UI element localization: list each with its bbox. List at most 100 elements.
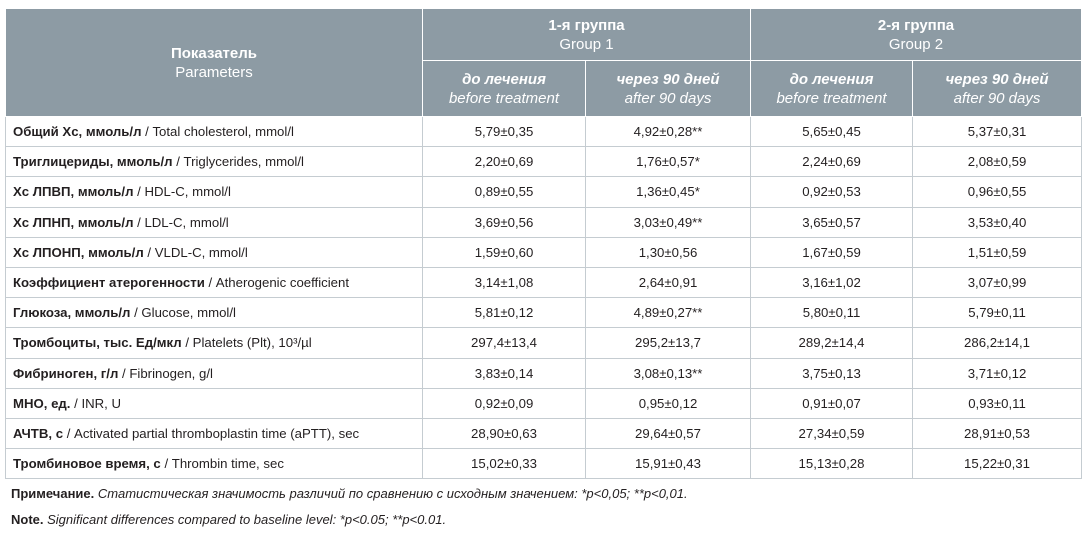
row-label: Общий Хс, ммоль/л / Total cholesterol, m…: [5, 115, 423, 148]
row-label: Тромбиновое время, с / Thrombin time, se…: [5, 448, 423, 480]
label-en: / LDL-C, mmol/l: [137, 214, 229, 230]
row-label: Хс ЛПВП, ммоль/л / HDL-C, mmol/l: [5, 176, 423, 208]
value-cell: 3,08±0,13**: [585, 357, 751, 389]
subheader-cell: до лечения before treatment: [422, 60, 586, 117]
value-cell: 286,2±14,1: [912, 327, 1082, 359]
label-en: / Triglycerides, mmol/l: [176, 154, 304, 170]
value-cell: 1,30±0,56: [585, 236, 751, 268]
group-ru: 1-я группа: [548, 16, 625, 34]
label-en: / Platelets (Plt), 10³/µl: [185, 335, 312, 351]
subheader-cell: через 90 дней after 90 days: [912, 60, 1082, 117]
value-cell: 4,92±0,28**: [585, 115, 751, 148]
group-header: 2-я группа Group 2: [750, 8, 1082, 61]
row-label: Фибриноген, г/л / Fibrinogen, g/l: [5, 357, 423, 389]
subheader-en: before treatment: [776, 89, 887, 107]
table-row: Тромбиновое время, с / Thrombin time, se…: [5, 448, 1082, 480]
param-ru: Показатель: [170, 44, 257, 62]
subheader-ru: до лечения: [789, 70, 874, 88]
value-cell: 5,37±0,31: [912, 115, 1082, 148]
value-cell: 297,4±13,4: [422, 327, 586, 359]
table-row: МНО, ед. / INR, U 0,92±0,09 0,95±0,12 0,91±…: [5, 387, 1082, 419]
table-row: Хс ЛПВП, ммоль/л / HDL-C, mmol/l 0,89±0,5…: [5, 176, 1082, 208]
note-line: Примечание. Статистическая значимость ра…: [11, 484, 688, 510]
value-cell: 5,80±0,11: [750, 297, 913, 329]
value-cell: 3,16±1,02: [750, 266, 913, 299]
value-cell: 5,65±0,45: [750, 115, 913, 148]
label-ru: Тромбоциты, тыс. Ед/мкл: [13, 335, 182, 351]
value-cell: 0,96±0,55: [912, 176, 1082, 208]
row-label: Тромбоциты, тыс. Ед/мкл / Platelets (Plt…: [5, 327, 423, 359]
value-cell: 0,89±0,55: [422, 176, 586, 208]
value-cell: 3,03±0,49**: [585, 206, 751, 238]
note-text: Статистическая значимость различий по ср…: [97, 486, 688, 501]
row-label: Хс ЛПНП, ммоль/л / LDL-C, mmol/l: [5, 206, 423, 238]
table-row: Общий Хс, ммоль/л / Total cholesterol, m…: [5, 115, 1082, 148]
value-cell: 0,92±0,09: [422, 387, 586, 419]
value-cell: 29,64±0,57: [585, 417, 751, 450]
label-en: / INR, U: [74, 395, 122, 411]
label-ru: Фибриноген, г/л: [13, 365, 119, 381]
value-cell: 2,64±0,91: [585, 266, 751, 299]
table-body: Общий Хс, ммоль/л / Total cholesterol, m…: [5, 115, 1082, 480]
label-ru: МНО, ед.: [13, 395, 71, 411]
label-en: / Activated partial thromboplastin time …: [66, 425, 360, 441]
param-header: Показатель Parameters: [5, 8, 423, 117]
value-cell: 1,59±0,60: [422, 236, 586, 268]
row-label: Глюкоза, ммоль/л / Glucose, mmol/l: [5, 297, 423, 329]
subheader-ru: через 90 дней: [616, 70, 720, 88]
value-cell: 15,22±0,31: [912, 448, 1082, 480]
subheader-ru: через 90 дней: [945, 70, 1049, 88]
value-cell: 0,95±0,12: [585, 387, 751, 419]
label-ru: Тромбиновое время, с: [13, 456, 161, 472]
value-cell: 289,2±14,4: [750, 327, 913, 359]
value-cell: 2,08±0,59: [912, 146, 1082, 178]
label-ru: Хс ЛПНП, ммоль/л: [13, 214, 134, 230]
group-ru: 2-я группа: [877, 16, 955, 34]
label-en: / VLDL-C, mmol/l: [147, 244, 248, 260]
data-table: Показатель Parameters 1-я группа Group 1…: [5, 8, 1082, 480]
label-ru: Хс ЛПВП, ммоль/л: [13, 184, 134, 200]
subheader-en: before treatment: [448, 89, 560, 107]
value-cell: 5,81±0,12: [422, 297, 586, 329]
value-cell: 3,83±0,14: [422, 357, 586, 389]
note-text: Significant differences compared to base…: [47, 512, 447, 527]
row-label: Триглицериды, ммоль/л / Triglycerides, m…: [5, 146, 423, 178]
value-cell: 4,89±0,27**: [585, 297, 751, 329]
value-cell: 3,07±0,99: [912, 266, 1082, 299]
label-ru: Хс ЛПОНП, ммоль/л: [13, 244, 144, 260]
table-row: Коэффициент атерогенности / Atherogenic …: [5, 266, 1082, 299]
value-cell: 0,92±0,53: [750, 176, 913, 208]
label-ru: Общий Хс, ммоль/л: [13, 124, 142, 140]
value-cell: 1,36±0,45*: [585, 176, 751, 208]
label-en: / Thrombin time, sec: [164, 456, 284, 472]
value-cell: 3,71±0,12: [912, 357, 1082, 389]
label-en: / Fibrinogen, g/l: [122, 365, 213, 381]
table-row: Фибриноген, г/л / Fibrinogen, g/l 3,83±0,…: [5, 357, 1082, 389]
subheader-cell: до лечения before treatment: [750, 60, 913, 117]
label-ru: Триглицериды, ммоль/л: [13, 154, 173, 170]
note-label: Примечание.: [11, 486, 95, 501]
label-en: / Glucose, mmol/l: [134, 305, 236, 321]
value-cell: 0,93±0,11: [912, 387, 1082, 419]
label-ru: АЧТВ, с: [13, 425, 64, 441]
label-en: / HDL-C, mmol/l: [137, 184, 231, 200]
table-row: Тромбоциты, тыс. Ед/мкл / Platelets (Plt…: [5, 327, 1082, 359]
subheader-cell: через 90 дней after 90 days: [585, 60, 751, 117]
table-row: Хс ЛПНП, ммоль/л / LDL-C, mmol/l 3,69±0,5…: [5, 206, 1082, 238]
label-ru: Коэффициент атерогенности: [13, 275, 205, 291]
label-en: / Atherogenic coefficient: [208, 275, 349, 291]
value-cell: 0,91±0,07: [750, 387, 913, 419]
value-cell: 15,13±0,28: [750, 448, 913, 480]
value-cell: 28,90±0,63: [422, 417, 586, 450]
value-cell: 5,79±0,11: [912, 297, 1082, 329]
label-en: / Total cholesterol, mmol/l: [145, 124, 294, 140]
value-cell: 2,24±0,69: [750, 146, 913, 178]
value-cell: 295,2±13,7: [585, 327, 751, 359]
value-cell: 2,20±0,69: [422, 146, 586, 178]
value-cell: 3,14±1,08: [422, 266, 586, 299]
group-header: 1-я группа Group 1: [422, 8, 751, 61]
row-label: МНО, ед. / INR, U: [5, 387, 423, 419]
row-label: Коэффициент атерогенности / Atherogenic …: [5, 266, 423, 299]
note-label: Note.: [11, 512, 44, 527]
